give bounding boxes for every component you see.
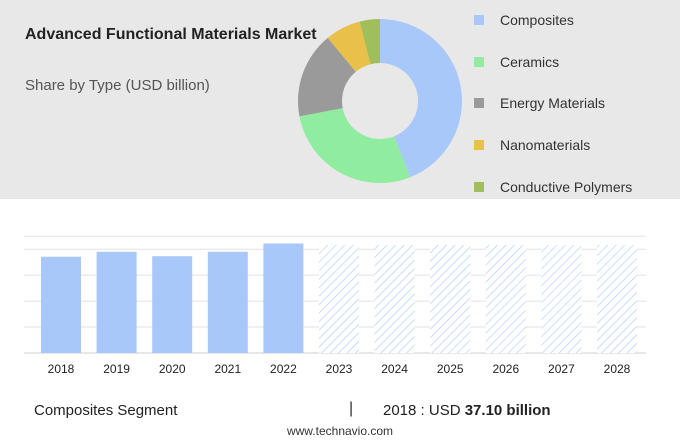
bar-2022 (263, 243, 304, 353)
page-title: Advanced Functional Materials Market (25, 26, 317, 43)
bar-chart: 2018 2019 2020 2021 2022 2023 2024 2025 2026 2027… (24, 235, 646, 376)
segment-value: 2018 : USD 37.10 billion (383, 402, 551, 419)
legend-label: Nanomaterials (500, 137, 591, 153)
segment-label: Composites Segment (34, 402, 178, 419)
donut-slice-nanomaterials (327, 21, 371, 72)
legend-swatch (474, 182, 484, 192)
source-url[interactable]: www.technavio.com (286, 424, 394, 438)
legend-label: Ceramics (500, 54, 560, 70)
forecast-bar-2026 (485, 245, 526, 353)
x-tick-label-2027: 2027 (548, 362, 575, 376)
legend-swatch (474, 57, 484, 67)
x-tick-label-2018: 2018 (48, 362, 75, 376)
donut-chart (298, 19, 462, 183)
donut-slice-energy-materials (298, 37, 356, 117)
legend-swatch (474, 98, 484, 108)
forecast-bar-2024 (374, 245, 415, 353)
legend-label: Conductive Polymers (500, 179, 633, 195)
x-tick-label-2020: 2020 (159, 362, 186, 376)
segment-year-label: 2018 : USD (383, 402, 461, 419)
x-tick-label-2023: 2023 (326, 362, 353, 376)
x-tick-label-2021: 2021 (214, 362, 241, 376)
x-tick-label-2022: 2022 (270, 362, 297, 376)
donut-slice-conductive-polymers (359, 19, 380, 65)
x-tick-label-2025: 2025 (437, 362, 464, 376)
forecast-bar-2028 (597, 245, 637, 353)
x-tick-label-2019: 2019 (103, 362, 130, 376)
bar-2021 (207, 251, 248, 353)
segment-value-amount: 37.10 billion (464, 402, 551, 419)
bar-2020 (152, 256, 193, 353)
donut-slice-ceramics (299, 108, 411, 183)
x-tick-label-2024: 2024 (381, 362, 408, 376)
footer-separator: | (349, 400, 354, 417)
legend-swatch (474, 15, 484, 25)
forecast-bar-2025 (430, 245, 471, 353)
x-tick-label-2028: 2028 (604, 362, 631, 376)
legend-label: Composites (500, 12, 574, 28)
donut-slice-composites (380, 19, 462, 178)
forecast-bar-2027 (541, 245, 582, 353)
legend-swatch (474, 140, 484, 150)
x-tick-label-2026: 2026 (492, 362, 519, 376)
bar-2019 (96, 251, 137, 353)
bar-2018 (41, 256, 81, 353)
legend-label: Energy Materials (500, 95, 606, 111)
page-subtitle: Share by Type (USD billion) (25, 77, 210, 94)
forecast-bar-2023 (319, 245, 359, 353)
